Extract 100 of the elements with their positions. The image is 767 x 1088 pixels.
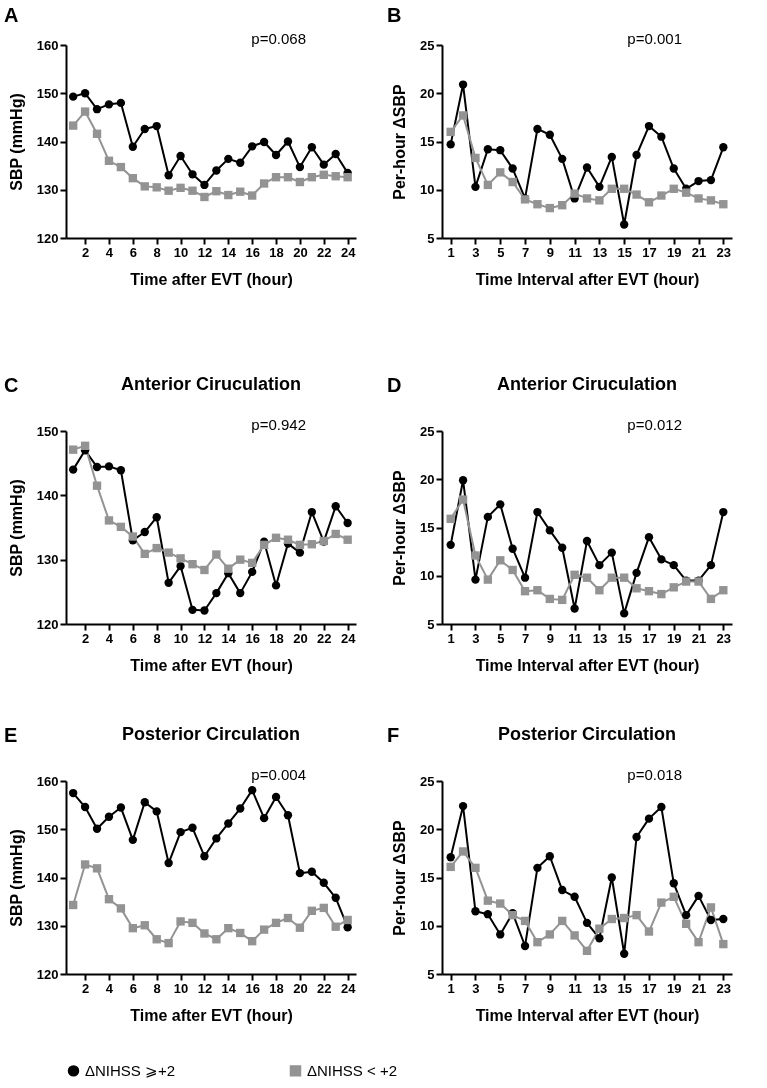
point <box>176 917 185 926</box>
point <box>694 176 703 186</box>
x-tick-label: 16 <box>245 980 260 996</box>
point <box>188 170 197 179</box>
point <box>632 584 641 593</box>
y-tick-label: 160 <box>36 37 59 53</box>
point <box>669 184 678 193</box>
annotation: p=0.942 <box>251 416 306 433</box>
point <box>176 561 185 571</box>
point <box>92 864 102 873</box>
point <box>483 512 493 522</box>
point <box>224 154 233 164</box>
x-tick-label: 8 <box>153 630 161 646</box>
point <box>471 182 480 192</box>
point <box>582 946 592 956</box>
y-tick-label: 150 <box>36 85 59 101</box>
point <box>128 923 138 933</box>
x-tick-label: 7 <box>521 980 530 996</box>
point <box>188 918 197 928</box>
point <box>247 937 257 946</box>
y-tick-label: 120 <box>36 966 59 982</box>
x-tick-label: 6 <box>129 980 137 996</box>
point <box>607 184 616 193</box>
point <box>694 937 703 947</box>
point <box>508 565 517 575</box>
annotation: p=0.004 <box>251 766 306 783</box>
point <box>116 98 126 108</box>
point <box>343 535 352 544</box>
point <box>271 533 281 542</box>
x-axis-title: Time after EVT (hour) <box>130 656 293 674</box>
point <box>247 142 257 151</box>
point <box>236 187 245 196</box>
y-axis-title: SBP (mmHg) <box>7 93 25 191</box>
point <box>212 166 221 175</box>
chart-title: Posterior Circulation <box>497 724 677 744</box>
y-tick-label: 130 <box>36 918 59 934</box>
point <box>140 124 149 134</box>
point <box>236 928 245 938</box>
point <box>212 834 221 843</box>
point <box>595 182 604 192</box>
x-axis-title: Time after EVT (hour) <box>130 270 293 288</box>
point <box>128 835 138 845</box>
point <box>607 914 616 924</box>
point <box>140 527 149 537</box>
x-tick-label: 19 <box>667 630 682 646</box>
x-tick-label: 23 <box>716 980 732 996</box>
point <box>224 190 233 200</box>
y-tick-label: 10 <box>420 918 435 934</box>
legend-label: ΔNIHSS ⩾+2 <box>85 1061 176 1079</box>
y-tick-label: 20 <box>420 821 435 837</box>
x-tick-label: 23 <box>716 630 732 646</box>
point <box>657 802 666 812</box>
point <box>558 154 567 164</box>
point <box>283 173 293 182</box>
x-tick-label: 13 <box>592 630 608 646</box>
point <box>657 898 666 907</box>
point <box>632 910 641 920</box>
x-tick-label: 5 <box>497 630 505 646</box>
y-tick-label: 120 <box>36 230 59 246</box>
point <box>533 863 542 873</box>
x-tick-label: 22 <box>317 630 332 646</box>
point <box>446 540 455 550</box>
point <box>644 532 654 542</box>
point <box>331 502 340 511</box>
point <box>116 466 126 475</box>
point <box>706 196 716 205</box>
point <box>295 540 305 550</box>
point <box>259 540 269 550</box>
point <box>483 145 493 154</box>
point <box>116 522 126 532</box>
point <box>558 885 567 895</box>
point <box>271 792 281 802</box>
y-tick-label: 15 <box>420 520 435 535</box>
point <box>533 937 542 947</box>
point <box>164 858 173 868</box>
point <box>259 925 269 934</box>
point <box>188 186 197 195</box>
point <box>620 609 629 618</box>
point <box>570 570 579 579</box>
point <box>533 124 542 134</box>
point <box>247 567 257 577</box>
x-tick-label: 5 <box>497 244 505 260</box>
x-tick-label: 19 <box>667 244 682 260</box>
x-tick-label: 17 <box>642 244 657 260</box>
point <box>558 201 567 210</box>
point <box>471 575 480 584</box>
text: D <box>387 374 402 397</box>
point <box>212 550 221 559</box>
x-tick-label: 22 <box>317 244 332 260</box>
x-tick-label: 10 <box>173 244 189 260</box>
point <box>719 914 728 924</box>
point <box>68 900 78 910</box>
annotation: p=0.012 <box>627 416 682 433</box>
point <box>283 811 293 820</box>
point <box>483 575 493 584</box>
point <box>620 220 629 229</box>
point <box>681 919 691 928</box>
point <box>295 162 305 172</box>
point <box>188 823 197 832</box>
x-tick-label: 4 <box>105 630 114 646</box>
